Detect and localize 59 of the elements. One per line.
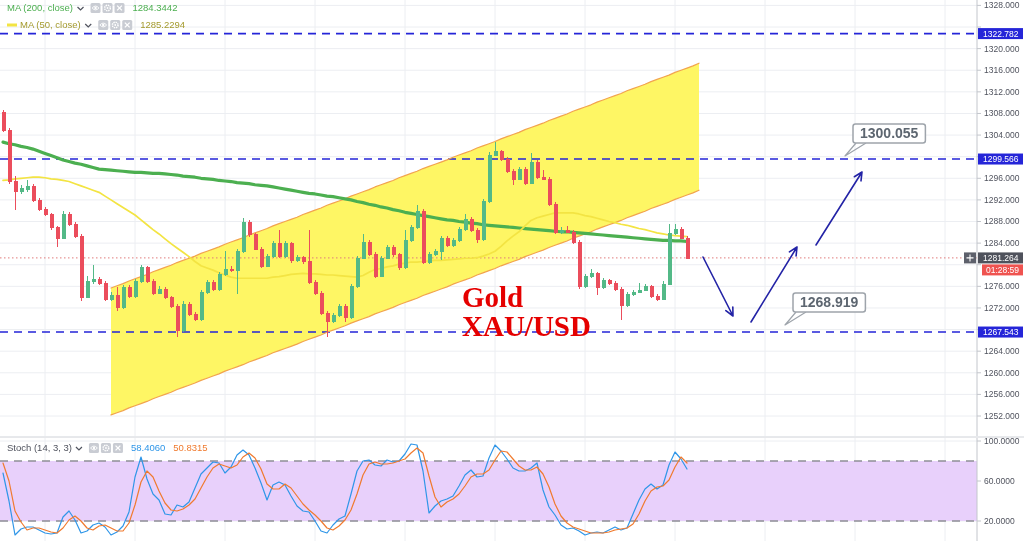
y-tick-label: 100.0000	[984, 435, 1020, 446]
text: Gold	[462, 281, 524, 313]
y-tick-label: 1296.000	[984, 173, 1020, 184]
y-tick-label: 1304.000	[984, 130, 1020, 141]
candlestick	[121, 284, 126, 310]
candlestick	[181, 300, 186, 333]
ref-line-label: 1281.264	[983, 252, 1019, 263]
annotation: 50.8315	[173, 442, 208, 454]
annotation: 1284.3442	[132, 2, 178, 14]
annotation: 58.4060	[130, 442, 166, 454]
candlestick	[295, 254, 300, 263]
candlestick	[559, 226, 564, 235]
candlestick	[115, 286, 120, 312]
candlestick	[229, 265, 234, 273]
candlestick	[529, 152, 534, 185]
candlestick	[277, 229, 282, 259]
annotation: 1285.2294	[140, 19, 186, 31]
y-tick-label: 1264.000	[984, 346, 1020, 357]
candlestick	[445, 235, 450, 248]
y-tick-label: 1276.000	[984, 281, 1020, 292]
text: Stoch (14, 3, 3)	[7, 442, 72, 454]
y-tick-label: 60.0000	[984, 475, 1015, 486]
y-tick-label: 1288.000	[984, 216, 1020, 227]
candlestick	[283, 240, 288, 259]
y-tick-label: 1316.000	[984, 65, 1020, 76]
candlestick	[595, 271, 600, 296]
candlestick	[421, 208, 426, 265]
candlestick	[601, 277, 606, 290]
y-tick-label: 1312.000	[984, 86, 1020, 97]
y-tick-label: 1284.000	[984, 238, 1020, 249]
line-series	[2, 176, 688, 280]
candlestick	[343, 303, 348, 323]
annotation: 1300.055	[859, 125, 919, 142]
y-tick-label: 1252.000	[984, 410, 1020, 421]
ref-line-label: 1322.782	[983, 28, 1019, 39]
candlestick	[127, 284, 132, 299]
candlestick	[157, 285, 162, 295]
legend-label: MA (50, close)	[20, 19, 81, 31]
candlestick	[109, 291, 114, 302]
text: MA (200, close)	[7, 2, 73, 14]
y-tick-label: 1256.000	[984, 389, 1020, 400]
ref-line-label: 1267.543	[983, 327, 1019, 338]
candlestick	[523, 166, 528, 186]
y-tick-label: 1292.000	[984, 194, 1020, 205]
annotation: 1268.919	[799, 294, 859, 311]
y-tick-label: 1328.000	[984, 0, 1020, 11]
candlestick	[211, 279, 216, 292]
line-series	[110, 189, 700, 416]
y-tick-label: 20.0000	[984, 515, 1015, 526]
text: 01:28:59	[985, 264, 1020, 275]
ref-line-label: 1299.566	[983, 154, 1019, 164]
candlestick	[517, 166, 522, 181]
y-tick-label: 1260.000	[984, 367, 1020, 378]
y-tick-label: 1320.000	[984, 43, 1020, 54]
text: XAU/USD	[462, 310, 591, 342]
candlestick	[61, 210, 66, 240]
y-tick-label: 1272.000	[984, 302, 1020, 313]
candlestick	[289, 241, 294, 264]
y-tick-label: 1308.000	[984, 108, 1020, 119]
